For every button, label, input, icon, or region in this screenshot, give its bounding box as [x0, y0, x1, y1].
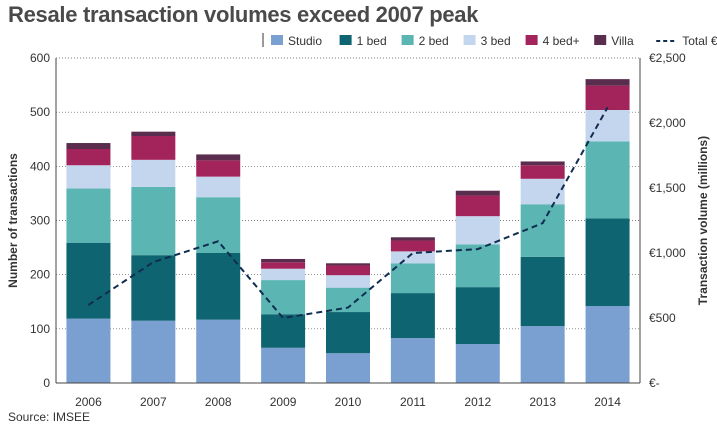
bar-segment: [196, 176, 241, 198]
bar-segment: [261, 258, 306, 263]
legend-label: 2 bed: [419, 34, 449, 48]
bar-segment: [261, 280, 306, 315]
bar-segment: [261, 347, 306, 383]
x-tick-label: 2008: [205, 395, 232, 409]
y2-tick-label: €-: [649, 376, 660, 390]
legend-label: 1 bed: [357, 34, 387, 48]
bar-segment: [66, 242, 111, 319]
bar-segment: [66, 165, 111, 189]
bar-segment: [326, 353, 370, 383]
y2-tick-label: €1,500: [649, 181, 686, 195]
bar-segment: [131, 320, 176, 383]
bar-segment: [585, 141, 630, 219]
bar-segment: [520, 204, 565, 257]
legend-swatch: [401, 35, 414, 45]
x-tick-label: 2014: [594, 395, 621, 409]
legend-swatch: [594, 35, 607, 45]
legend-swatch: [271, 35, 283, 45]
bar-segment: [585, 306, 630, 383]
x-tick-label: 2012: [464, 395, 491, 409]
bar-segment: [66, 318, 111, 383]
bar-segment: [520, 178, 565, 205]
bar-segment: [131, 159, 176, 187]
bar-segment: [261, 268, 306, 281]
bar-segment: [390, 237, 435, 241]
bar-segment: [390, 251, 435, 264]
x-tick-label: 2011: [400, 395, 426, 409]
legend-label: Villa: [611, 34, 634, 48]
bar-segment: [390, 338, 435, 383]
bar-segment: [196, 253, 241, 320]
bar-segment: [520, 165, 565, 179]
y-tick-label: 200: [30, 268, 50, 282]
bar-segment: [196, 319, 241, 383]
bar-segment: [585, 110, 630, 142]
bar-segment: [585, 218, 630, 307]
bar-segment: [196, 197, 241, 253]
y-tick-label: 400: [30, 159, 50, 173]
bar-segment: [390, 293, 435, 339]
legend-label: 3 bed: [481, 34, 511, 48]
bar-segment: [585, 85, 630, 110]
y-tick-label: 600: [30, 51, 50, 65]
bar-segment: [196, 154, 241, 161]
bar-segment: [520, 256, 565, 327]
bar-segment: [455, 287, 500, 344]
bar-segment: [326, 263, 370, 266]
bar-segment: [326, 265, 370, 276]
source-note: Source: IMSEE: [8, 410, 91, 424]
chart-title: Resale transaction volumes exceed 2007 p…: [8, 2, 479, 27]
bar-segment: [196, 160, 241, 177]
bar-segment: [455, 244, 500, 288]
bar-segment: [131, 255, 176, 321]
y2-tick-label: €2,000: [649, 116, 686, 130]
legend-swatch: [525, 35, 538, 45]
x-tick-label: 2009: [270, 395, 297, 409]
bar-segment: [66, 188, 111, 243]
bar-segment: [66, 143, 111, 149]
bar-segment: [455, 216, 500, 245]
y2-tick-label: €2,500: [649, 51, 686, 65]
bar-segment: [390, 263, 435, 294]
bar-segment: [131, 186, 176, 256]
x-tick-label: 2007: [140, 395, 167, 409]
legend-swatch: [463, 35, 476, 45]
legend-label: Total € volume: [682, 34, 717, 48]
bar-segment: [131, 136, 176, 160]
bar-segment: [455, 344, 500, 383]
y2-axis-title: Transaction volume (millions): [696, 136, 710, 305]
bar-segment: [455, 195, 500, 217]
bar-segment: [261, 314, 306, 348]
bar-segment: [585, 79, 630, 86]
y-tick-label: 100: [30, 322, 50, 336]
y-tick-label: 500: [30, 105, 50, 119]
x-tick-label: 2006: [75, 395, 102, 409]
y2-tick-label: €1,000: [649, 246, 686, 260]
legend-label: Studio: [288, 34, 322, 48]
y-axis-title: Number of transactions: [6, 153, 20, 288]
bar-segment: [66, 149, 111, 166]
bar-segment: [520, 326, 565, 383]
x-tick-label: 2013: [529, 395, 556, 409]
y-tick-label: 0: [43, 376, 50, 390]
bar-segment: [326, 312, 370, 354]
legend-label: 4 bed+: [543, 34, 580, 48]
bar-segment: [455, 190, 500, 196]
bar-segment: [131, 131, 176, 136]
legend-swatch: [339, 35, 352, 45]
x-tick-label: 2010: [335, 395, 362, 409]
bar-segment: [326, 275, 370, 288]
y-tick-label: 300: [30, 214, 50, 228]
bar-segment: [390, 240, 435, 252]
y2-tick-label: €500: [649, 311, 676, 325]
bar-segment: [520, 161, 565, 166]
bar-segment: [261, 262, 306, 269]
